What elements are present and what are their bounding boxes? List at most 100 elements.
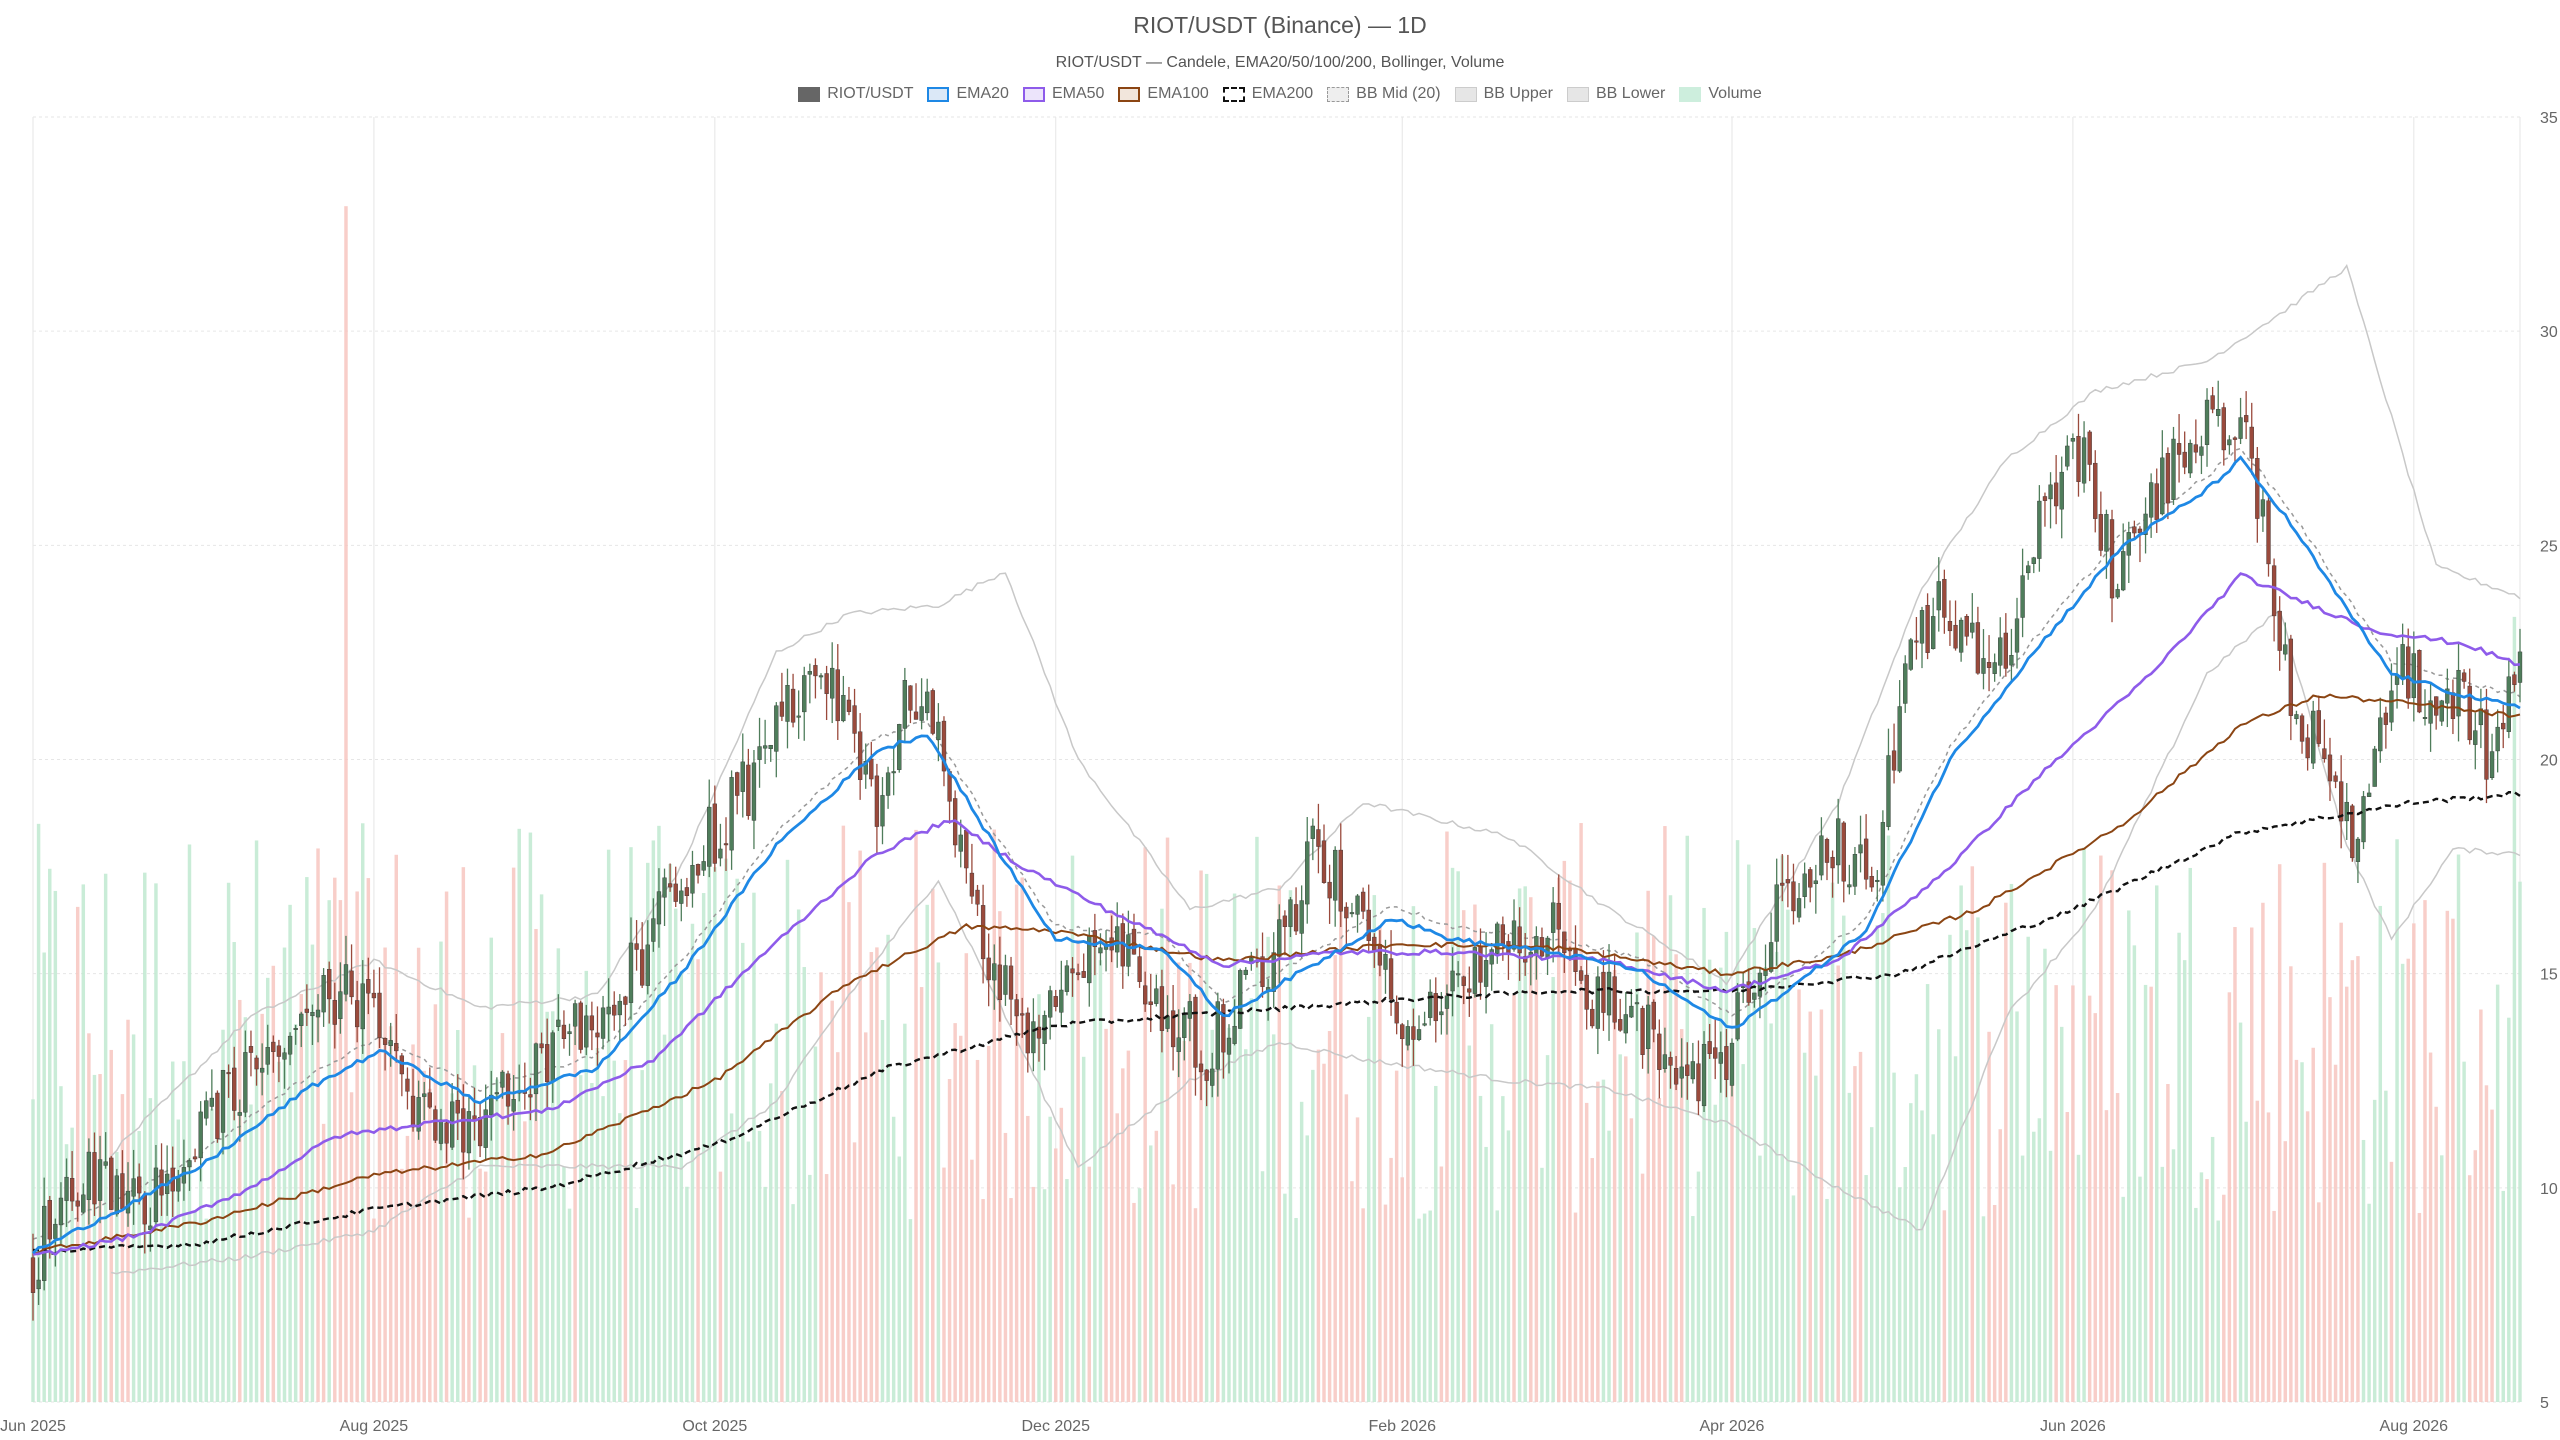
volume-bar <box>1596 1081 1600 1402</box>
volume-bar <box>506 1095 510 1402</box>
candle-body <box>2148 482 2154 518</box>
volume-bar <box>562 1166 566 1402</box>
legend-swatch <box>1567 86 1589 102</box>
candle-body <box>142 1194 147 1225</box>
candle-body <box>1472 947 1478 994</box>
volume-bar <box>1970 866 1975 1402</box>
volume-bar <box>595 1047 600 1402</box>
volume-bar <box>1093 942 1097 1402</box>
volume-bar <box>1428 1210 1432 1402</box>
x-tick-label: Dec 2025 <box>1021 1418 1090 1435</box>
candle-body <box>1450 970 1455 992</box>
candle-body <box>416 1097 421 1132</box>
candle-body <box>1763 970 1768 976</box>
volume-bar <box>1288 890 1293 1402</box>
legend-swatch <box>798 86 821 102</box>
candle-body <box>919 706 924 721</box>
volume-bar <box>1456 871 1460 1402</box>
volume-bar <box>1501 1096 1505 1402</box>
legend-item[interactable]: BB Upper <box>1454 85 1553 103</box>
candle-body <box>159 1169 164 1196</box>
candle-body <box>1623 1014 1628 1034</box>
volume-bar <box>2305 1111 2310 1402</box>
legend-item[interactable]: EMA20 <box>927 85 1009 103</box>
volume-bar <box>2054 985 2058 1402</box>
volume-bar <box>724 858 728 1402</box>
bb-lower-line <box>111 609 2521 1275</box>
candle-body <box>1305 841 1310 905</box>
volume-bar <box>394 854 399 1402</box>
candle-body <box>2199 446 2204 456</box>
candle-body <box>2389 690 2394 723</box>
candle-body <box>58 1197 64 1226</box>
candle-body <box>1791 881 1796 912</box>
candle-body <box>2020 575 2025 618</box>
candle-body <box>623 996 628 1005</box>
volume-bar <box>1372 895 1377 1402</box>
candle-body <box>1059 989 1064 1013</box>
candle-body <box>2344 801 2349 822</box>
candle-body <box>2210 395 2215 410</box>
y-tick-label: 30 <box>2540 324 2558 341</box>
volume-bar <box>1953 1056 1958 1402</box>
volume-bar <box>2115 1093 2120 1402</box>
candle-body <box>131 1178 136 1197</box>
volume-bar <box>2328 997 2332 1402</box>
candle-body <box>310 1012 315 1017</box>
candle-body <box>1031 1021 1036 1054</box>
volume-bar <box>1221 1032 1226 1402</box>
legend-item[interactable]: EMA100 <box>1118 85 1209 103</box>
volume-bar <box>819 972 823 1402</box>
candle-body <box>81 1194 86 1213</box>
legend-item[interactable]: RIOT/USDT <box>798 85 913 103</box>
volume-bar <box>1691 1216 1695 1402</box>
volume-bar <box>439 941 443 1402</box>
volume-bar <box>433 1004 438 1402</box>
candle-body <box>595 1032 600 1038</box>
legend-item[interactable]: Volume <box>1679 85 1762 103</box>
volume-bar <box>187 844 192 1402</box>
candle-body <box>321 975 326 1013</box>
legend-item[interactable]: BB Lower <box>1567 85 1665 103</box>
volume-bar <box>791 1204 795 1402</box>
candle-body <box>2294 714 2299 720</box>
candle-body <box>2339 781 2344 822</box>
volume-bar <box>1143 847 1147 1402</box>
volume-bar <box>215 1133 220 1402</box>
candle-body <box>1998 637 2003 666</box>
volume-bar <box>349 1092 354 1402</box>
legend-item[interactable]: EMA50 <box>1022 85 1104 103</box>
volume-bar <box>886 934 890 1402</box>
volume-bar <box>70 1127 74 1402</box>
candle-body <box>941 720 947 772</box>
volume-bar <box>428 1088 432 1402</box>
volume-bar <box>277 1061 281 1402</box>
volume-bar <box>1126 1050 1131 1402</box>
volume-bar <box>1411 906 1416 1402</box>
legend-item[interactable]: BB Mid (20) <box>1327 85 1441 103</box>
legend-swatch <box>1222 86 1245 102</box>
volume-bar <box>959 1035 963 1402</box>
volume-bar <box>1814 1075 1818 1402</box>
candle-body <box>2434 696 2439 716</box>
volume-bar <box>2277 864 2282 1402</box>
volume-bar <box>836 1052 840 1402</box>
volume-bar <box>81 884 86 1402</box>
candle-body <box>2400 644 2405 679</box>
candle-body <box>1595 976 1601 1029</box>
legend-item[interactable]: EMA200 <box>1222 85 1313 103</box>
candle-body <box>1657 1033 1662 1070</box>
volume-bar <box>2395 839 2399 1402</box>
candle-body <box>2126 532 2131 556</box>
volume-bar <box>2317 1202 2321 1402</box>
candle-body <box>567 1031 572 1035</box>
volume-bar <box>372 1218 376 1402</box>
candle-body <box>1813 880 1818 885</box>
volume-bar <box>182 1061 186 1402</box>
candle-body <box>1047 990 1053 1018</box>
volume-bar <box>1624 1056 1628 1402</box>
volume-bars <box>31 206 2522 1403</box>
candle-body <box>1288 899 1293 927</box>
volume-bar <box>1149 1145 1153 1402</box>
volume-bar <box>2266 1112 2271 1402</box>
